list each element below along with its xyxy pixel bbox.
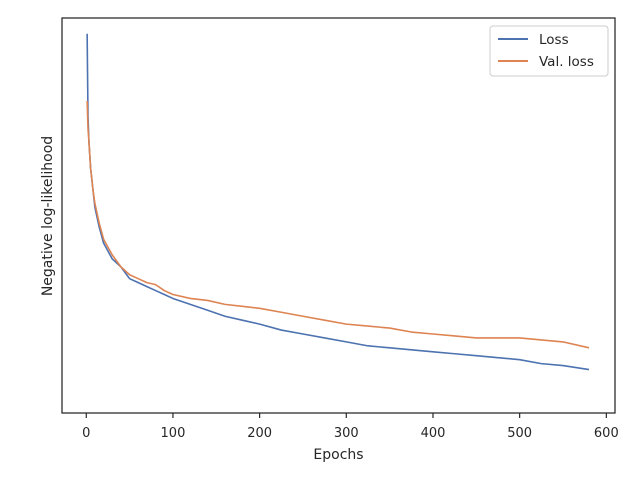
x-tick-label: 200 [247,426,272,441]
plot-frame [61,17,616,414]
x-tick-label: 0 [82,426,90,441]
series-layer [86,33,590,371]
legend-label-loss: Loss [539,32,569,48]
x-tick-label: 400 [421,426,446,441]
series-line-val-loss [86,100,590,349]
y-axis-label: Negative log-likelihood [40,136,56,296]
x-tick-label: 300 [334,426,359,441]
series-line-loss [86,33,590,371]
x-tick-label: 500 [507,426,532,441]
x-axis-ticks: 0 100 200 300 400 500 600 [82,413,619,441]
x-tick-label: 600 [594,426,619,441]
legend: Loss Val. loss [489,25,609,77]
x-tick-label: 100 [161,426,186,441]
legend-label-val-loss: Val. loss [539,54,594,70]
x-axis-label: Epochs [313,447,363,463]
